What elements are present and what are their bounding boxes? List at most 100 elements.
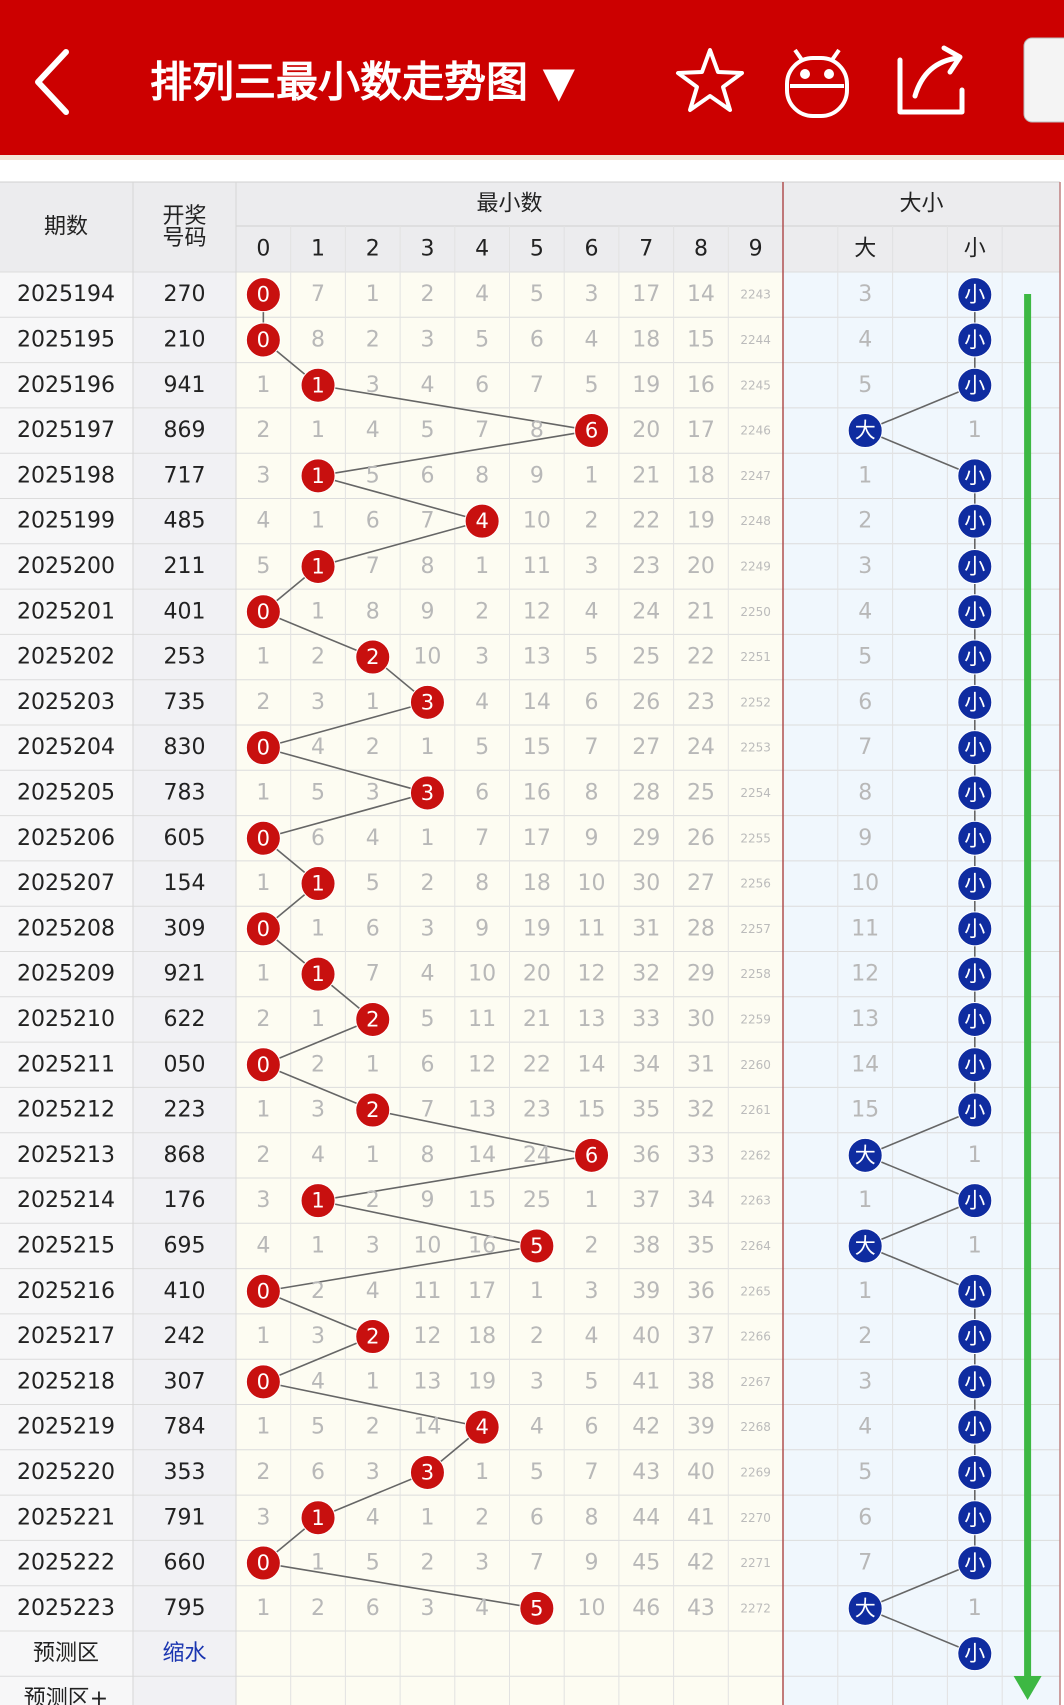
hit-digit-circle	[300, 1500, 336, 1536]
omission: 14	[468, 1143, 496, 1168]
omission: 7	[530, 1551, 544, 1576]
size-mark: 小	[964, 781, 985, 805]
omission: 7	[585, 735, 599, 760]
omission: 1	[256, 780, 270, 805]
app-bar	[0, 0, 1064, 155]
hit-digit-circle	[245, 277, 281, 313]
omission: 31	[687, 1052, 715, 1077]
omission: 6	[366, 509, 380, 534]
period: 2025211	[17, 1052, 115, 1077]
size-omission: 6	[858, 690, 872, 715]
trend-table: 期数 开奖号码最小数 大小0 1 2 3 4 5 6 7 8 9 大小0 小0 小1 小6 大1 小4 小1 小0 小2…	[0, 181, 1061, 1705]
overflow-button[interactable]	[1023, 37, 1064, 123]
draw-number: 307	[164, 1369, 206, 1394]
trend-line	[372, 1109, 592, 1157]
favorite-button[interactable]	[676, 48, 744, 112]
omission: 19	[468, 1369, 496, 1394]
share-button[interactable]	[897, 45, 965, 115]
omission: 2	[420, 871, 434, 896]
omission: 23	[632, 554, 660, 579]
omission: 1	[585, 1188, 599, 1213]
hit-digit: 3	[421, 1460, 434, 1484]
hit-digit: 0	[257, 736, 270, 760]
draw-number: 154	[164, 871, 206, 896]
hit-digit: 6	[585, 1143, 598, 1167]
omission: 1	[256, 871, 270, 896]
period: 2025209	[17, 962, 115, 987]
hit-digit-circle	[464, 1409, 500, 1445]
omission: 9	[475, 916, 489, 941]
size-omission: 1	[968, 1596, 982, 1621]
omission: 6	[366, 916, 380, 941]
period: 2025220	[17, 1460, 115, 1485]
omission: 5	[420, 1007, 434, 1032]
size-trend-line	[864, 429, 976, 477]
size-mark-circle	[957, 1047, 993, 1083]
omission: 4	[311, 1143, 325, 1168]
omission: 12	[468, 1052, 496, 1077]
page-title[interactable]: 排列三最小数走势图 ▼	[150, 58, 576, 107]
size-trend-line	[864, 1607, 976, 1655]
omission-small: 2267	[740, 1375, 771, 1389]
omission: 1	[311, 1007, 325, 1032]
draw-number: 869	[164, 418, 206, 443]
back-button[interactable]	[35, 49, 69, 115]
omission: 24	[632, 599, 660, 624]
omission: 16	[523, 780, 551, 805]
omission: 42	[632, 1415, 660, 1440]
omission: 4	[420, 962, 434, 987]
size-mark: 小	[964, 1551, 985, 1575]
hit-digit-circle	[355, 639, 391, 675]
omission: 44	[632, 1505, 660, 1530]
omission: 3	[420, 1596, 434, 1621]
hit-digit: 1	[311, 1189, 324, 1213]
omission: 5	[311, 780, 325, 805]
omission: 14	[523, 690, 551, 715]
size-mark: 小	[964, 1098, 985, 1122]
omission: 17	[468, 1279, 496, 1304]
size-mark-circle	[957, 594, 993, 630]
draw-number: 735	[164, 690, 206, 715]
size-mark: 小	[964, 826, 985, 850]
draw-number: 353	[164, 1460, 206, 1485]
size-omission: 3	[858, 282, 872, 307]
trend-line	[317, 520, 483, 568]
size-mark: 小	[964, 736, 985, 760]
draw-number: 242	[164, 1324, 206, 1349]
trend-line	[263, 1290, 374, 1338]
hit-digit-circle	[300, 548, 336, 584]
omission: 13	[523, 645, 551, 670]
android-button[interactable]	[785, 48, 849, 118]
size-omission: 3	[858, 554, 872, 579]
omission: 19	[523, 916, 551, 941]
omission: 19	[632, 373, 660, 398]
omission: 18	[687, 463, 715, 488]
hit-digit: 0	[257, 1370, 270, 1394]
digit-header: 7	[639, 237, 653, 262]
hit-digit: 3	[421, 690, 434, 714]
omission: 1	[311, 1551, 325, 1576]
size-mark: 小	[964, 1279, 985, 1303]
omission: 2	[366, 735, 380, 760]
omission: 5	[256, 554, 270, 579]
omission: 9	[530, 463, 544, 488]
omission: 1	[311, 509, 325, 534]
period: 2025206	[17, 826, 115, 851]
omission: 4	[420, 373, 434, 398]
omission: 10	[413, 1233, 441, 1258]
trend-line	[317, 1199, 538, 1247]
omission: 28	[632, 780, 660, 805]
omission: 10	[578, 1596, 606, 1621]
omission: 10	[578, 871, 606, 896]
draw-number: 410	[164, 1279, 206, 1304]
omission: 23	[523, 1098, 551, 1123]
omission: 18	[632, 327, 660, 352]
size-mark-circle	[957, 503, 993, 539]
size-omission: 1	[858, 1188, 872, 1213]
omission: 25	[687, 780, 715, 805]
omission: 5	[366, 1551, 380, 1576]
omission: 2	[311, 645, 325, 670]
size-mark: 小	[964, 645, 985, 669]
omission: 3	[256, 463, 270, 488]
